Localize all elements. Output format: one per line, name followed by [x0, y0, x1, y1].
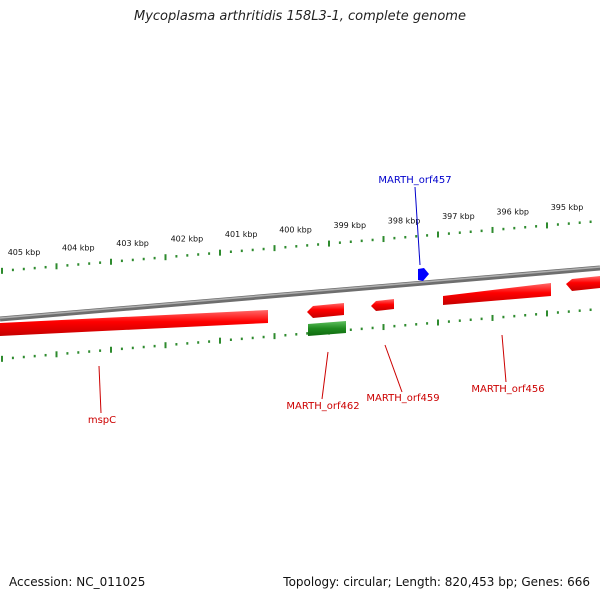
scale-label: 403 kbp: [116, 239, 149, 248]
outer-scale-ticks: [1, 220, 592, 274]
gene-mspC[interactable]: [0, 310, 268, 336]
gene-MARTH-orf456[interactable]: [443, 283, 551, 305]
scale-label: 397 kbp: [442, 212, 475, 221]
scale-label: 402 kbp: [171, 234, 204, 243]
inner-scale-ticks: [1, 308, 592, 362]
scale-label: 396 kbp: [496, 207, 529, 216]
leader-MARTH-orf456: [501, 334, 507, 383]
gene-MARTH-orf462[interactable]: [307, 303, 344, 318]
scale-label: 405 kbp: [8, 248, 41, 257]
scale-label: 398 kbp: [388, 216, 421, 225]
leader-mspC: [98, 365, 102, 414]
accession-text: Accession: NC_011025: [9, 575, 146, 589]
label-MARTH-orf462: MARTH_orf462: [286, 401, 359, 412]
genome-summary-text: Topology: circular; Length: 820,453 bp; …: [283, 575, 590, 589]
gene-MARTH-orf457[interactable]: [418, 268, 429, 281]
leader-MARTH-orf457: [414, 186, 421, 266]
gene-rna[interactable]: [308, 321, 346, 336]
scale-label: 401 kbp: [225, 230, 258, 239]
scale-labels: 405 kbp 404 kbp 403 kbp 402 kbp 401 kbp 400 k…: [8, 203, 584, 257]
scale-label: 395 kbp: [551, 203, 584, 212]
scale-label: 399 kbp: [333, 221, 366, 230]
gene-MARTH-orf459[interactable]: [371, 299, 394, 311]
map-title: Mycoplasma arthritidis 158L3-1, complete…: [134, 9, 466, 24]
scale-label: 404 kbp: [62, 243, 95, 252]
leader-MARTH-orf462: [321, 351, 329, 400]
gene-right-edge[interactable]: [566, 276, 600, 291]
label-MARTH-orf459: MARTH_orf459: [366, 393, 439, 404]
label-MARTH-orf456: MARTH_orf456: [471, 384, 544, 395]
label-MARTH-orf457: MARTH_orf457: [378, 175, 451, 186]
scale-label: 400 kbp: [279, 225, 312, 234]
leader-MARTH-orf459: [384, 344, 403, 393]
label-mspC: mspC: [88, 415, 116, 426]
genome-backbone-highlight: [0, 266, 600, 319]
